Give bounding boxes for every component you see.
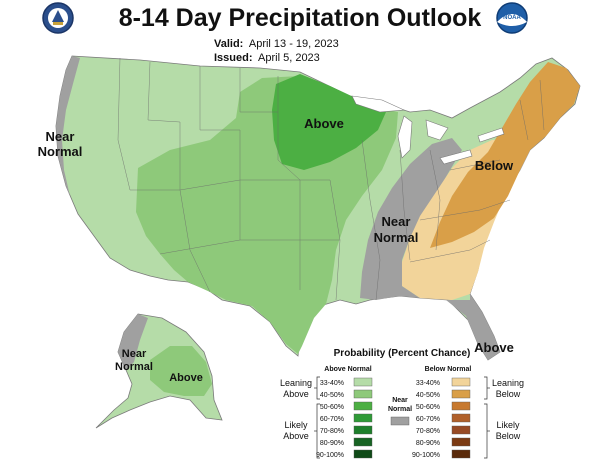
legend-near-label-1: Near	[392, 397, 408, 404]
legend-above-swatch-2	[353, 401, 373, 411]
legend-leaning-above-2: Above	[283, 389, 309, 399]
label-east-normal: Normal	[374, 230, 419, 245]
legend-near-label-2: Normal	[388, 406, 412, 413]
label-northeast-below: Below	[475, 158, 514, 173]
map-labels: Near Normal Above Below Near Normal Abov…	[38, 116, 514, 384]
near-normal-west-region	[56, 56, 80, 196]
legend-above-range-6: 90-100%	[316, 452, 344, 459]
label-alaska-above: Above	[169, 372, 203, 384]
great-lakes	[351, 95, 505, 165]
legend-above-header: Above Normal	[324, 366, 372, 373]
legend-title: Probability (Percent Chance)	[334, 348, 471, 359]
legend-above-range-4: 70-80%	[320, 428, 344, 435]
legend-below-range-3: 60-70%	[416, 416, 440, 423]
legend-below-swatch-5	[451, 437, 471, 447]
legend-below-swatch-4	[451, 425, 471, 435]
legend-below-swatches: 33-40% 40-50% 50-60% 60-70% 70-80% 80-90% 90-1…	[412, 377, 471, 459]
above-50-60-region	[272, 74, 386, 170]
label-alaska-normal: Normal	[115, 361, 153, 373]
alaska-above-region	[150, 346, 212, 396]
legend-likely-below-2: Below	[496, 431, 521, 441]
map-title: 8-14 Day Precipitation Outlook	[118, 4, 482, 32]
legend-leaning-below-2: Below	[496, 389, 521, 399]
valid-dates: Valid: April 13 - 19, 2023	[214, 38, 339, 50]
state-borders	[117, 57, 545, 301]
label-midwest-above: Above	[304, 116, 344, 131]
legend-above-swatch-0	[353, 377, 373, 387]
doc-seal-icon	[42, 2, 74, 34]
legend-above-swatches: 33-40% 40-50% 50-60% 60-70% 70-80% 80-90% 90-1…	[316, 377, 373, 459]
legend-below-range-1: 40-50%	[416, 392, 440, 399]
legend-below-swatch-6	[451, 449, 471, 459]
legend-leaning-above-1: Leaning	[280, 378, 312, 388]
legend-below-range-0: 33-40%	[416, 380, 440, 387]
legend-below-range-2: 50-60%	[416, 404, 440, 411]
legend-above-swatch-1	[353, 389, 373, 399]
legend-below-swatch-3	[451, 413, 471, 423]
alaska-near-normal-region	[118, 314, 148, 370]
legend-likely-above-2: Above	[283, 431, 309, 441]
legend-below-range-5: 80-90%	[416, 440, 440, 447]
legend-below-swatch-1	[451, 389, 471, 399]
issued-date: Issued: April 5, 2023	[214, 52, 320, 64]
label-west-normal: Normal	[38, 144, 83, 159]
legend-brackets	[314, 376, 490, 459]
legend-near-normal-swatch	[390, 416, 410, 426]
label-alaska-near: Near	[122, 348, 147, 360]
label-florida-above: Above	[474, 340, 514, 355]
legend-above-swatch-5	[353, 437, 373, 447]
legend-above-swatch-4	[353, 425, 373, 435]
legend-below-header: Below Normal	[425, 366, 472, 373]
legend-leaning-below-1: Leaning	[492, 378, 524, 388]
legend-above-range-2: 50-60%	[320, 404, 344, 411]
legend-above-swatch-6	[353, 449, 373, 459]
legend-above-range-3: 60-70%	[320, 416, 344, 423]
legend: Probability (Percent Chance) Above Norma…	[280, 348, 524, 459]
svg-text:NOAA: NOAA	[503, 15, 521, 21]
legend-above-swatch-3	[353, 413, 373, 423]
label-east-near: Near	[382, 214, 411, 229]
legend-likely-above-1: Likely	[284, 420, 308, 430]
legend-below-range-6: 90-100%	[412, 452, 440, 459]
legend-below-range-4: 70-80%	[416, 428, 440, 435]
near-normal-east-region	[360, 138, 500, 360]
noaa-logo-icon: NOAA	[496, 2, 528, 34]
legend-above-range-5: 80-90%	[320, 440, 344, 447]
legend-likely-below-1: Likely	[496, 420, 520, 430]
legend-below-swatch-0	[451, 377, 471, 387]
legend-above-range-1: 40-50%	[320, 392, 344, 399]
legend-below-swatch-2	[451, 401, 471, 411]
label-west-near: Near	[46, 129, 75, 144]
legend-above-range-0: 33-40%	[320, 380, 344, 387]
